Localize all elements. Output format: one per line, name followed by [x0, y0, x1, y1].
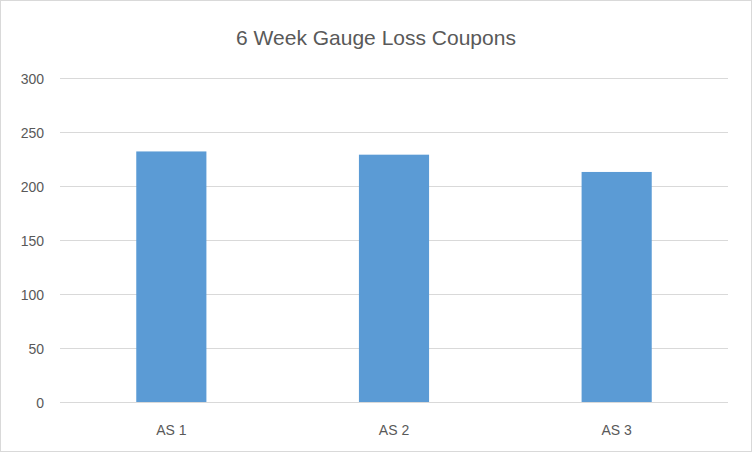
- y-tick-label: 300: [21, 71, 45, 87]
- bar: [582, 172, 652, 402]
- x-tick-label: AS 2: [379, 422, 410, 438]
- grid-line: [60, 132, 728, 133]
- y-tick-label: 100: [21, 287, 45, 303]
- x-axis-line: [60, 402, 728, 403]
- grid-line: [60, 402, 728, 403]
- chart-svg: 6 Week Gauge Loss Coupons 0 50 100 150 200 250…: [0, 0, 752, 452]
- y-tick-label: 200: [21, 179, 45, 195]
- bar: [136, 151, 206, 402]
- bars: [136, 151, 651, 402]
- chart-title: 6 Week Gauge Loss Coupons: [236, 26, 516, 49]
- bar: [359, 155, 429, 402]
- x-tick-label: AS 3: [601, 422, 632, 438]
- grid-line: [60, 78, 728, 79]
- chart-container: 6 Week Gauge Loss Coupons 0 50 100 150 200 250…: [0, 0, 752, 452]
- y-tick-label: 50: [28, 341, 44, 357]
- x-tick-label: AS 1: [156, 422, 187, 438]
- y-tick-label: 0: [36, 395, 44, 411]
- chart-border: [1, 1, 752, 452]
- y-tick-label: 150: [21, 233, 45, 249]
- y-tick-label: 250: [21, 125, 45, 141]
